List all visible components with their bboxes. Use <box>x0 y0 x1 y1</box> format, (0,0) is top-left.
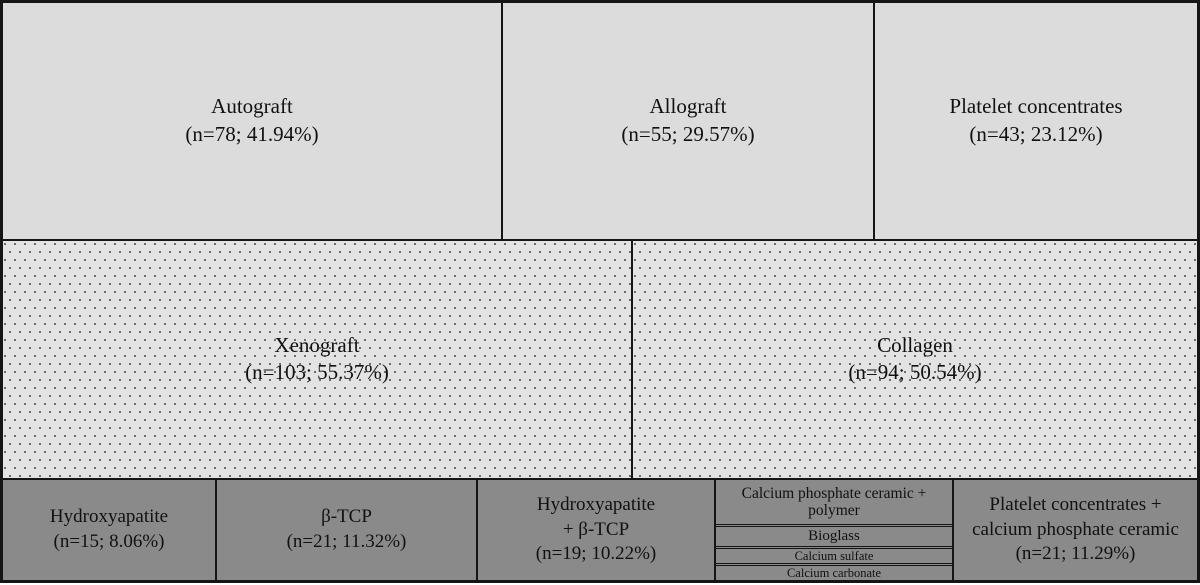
cell-calcium-sulfate: Calcium sulfate <box>716 548 952 564</box>
autograft-label: Autograft <box>211 94 293 119</box>
cell-calcium-carbonate: Calcium carbonate <box>716 565 952 580</box>
row-synthetic-materials: Hydroxyapatite (n=15; 8.06%) β-TCP (n=21… <box>3 480 1197 580</box>
platelet-concentrates-cpc-stat: (n=21; 11.29%) <box>1015 543 1136 565</box>
cell-allograft: Allograft (n=55; 29.57%) <box>503 3 875 239</box>
hydroxyapatite-label: Hydroxyapatite <box>49 506 169 528</box>
platelet-concentrates-stat: (n=43; 23.12%) <box>969 121 1103 146</box>
calcium-sulfate-label: Calcium sulfate <box>794 549 874 563</box>
bioglass-label: Bioglass <box>808 528 860 545</box>
cell-stacked-minor-materials: Calcium phosphate ceramic + polymer Biog… <box>716 480 954 580</box>
xenograft-stat: (n=103; 55.37%) <box>245 360 389 385</box>
collagen-label: Collagen <box>877 332 953 357</box>
btcp-label: β-TCP <box>321 506 372 528</box>
btcp-stat: (n=21; 11.32%) <box>286 531 407 552</box>
cell-bioglass: Bioglass <box>716 526 952 547</box>
platelet-concentrates-label: Platelet concentrates <box>949 94 1123 119</box>
cell-hydroxyapatite-btcp: Hydroxyapatite + β-TCP (n=19; 10.22%) <box>478 480 716 580</box>
cell-collagen: Collagen (n=94; 50.54%) <box>633 241 1197 479</box>
cell-autograft: Autograft (n=78; 41.94%) <box>3 3 503 239</box>
allograft-stat: (n=55; 29.57%) <box>621 121 755 146</box>
calcium-carbonate-label: Calcium carbonate <box>786 566 882 580</box>
cell-calcium-phosphate-ceramic-polymer: Calcium phosphate ceramic + polymer <box>716 480 952 525</box>
cell-platelet-concentrates: Platelet concentrates (n=43; 23.12%) <box>875 3 1197 239</box>
row-autograft-allograft-platelet: Autograft (n=78; 41.94%) Allograft (n=55… <box>3 3 1197 241</box>
cell-btcp: β-TCP (n=21; 11.32%) <box>217 480 478 580</box>
row-xenograft-collagen: Xenograft (n=103; 55.37%) Collagen (n=94… <box>3 240 1197 480</box>
hydroxyapatite-stat: (n=15; 8.06%) <box>53 531 165 552</box>
cell-platelet-concentrates-cpc: Platelet concentrates + calcium phosphat… <box>954 480 1197 580</box>
hydroxyapatite-btcp-label: Hydroxyapatite + β-TCP <box>536 493 656 540</box>
autograft-stat: (n=78; 41.94%) <box>185 121 319 146</box>
xenograft-label: Xenograft <box>274 332 360 357</box>
hydroxyapatite-btcp-stat: (n=19; 10.22%) <box>535 543 657 565</box>
cell-hydroxyapatite: Hydroxyapatite (n=15; 8.06%) <box>3 480 217 580</box>
calcium-phosphate-ceramic-polymer-label: Calcium phosphate ceramic + polymer <box>741 484 927 519</box>
collagen-stat: (n=94; 50.54%) <box>848 360 982 385</box>
cell-xenograft: Xenograft (n=103; 55.37%) <box>3 240 633 478</box>
platelet-concentrates-cpc-label: Platelet concentrates + calcium phosphat… <box>972 493 1179 540</box>
allograft-label: Allograft <box>649 94 727 119</box>
